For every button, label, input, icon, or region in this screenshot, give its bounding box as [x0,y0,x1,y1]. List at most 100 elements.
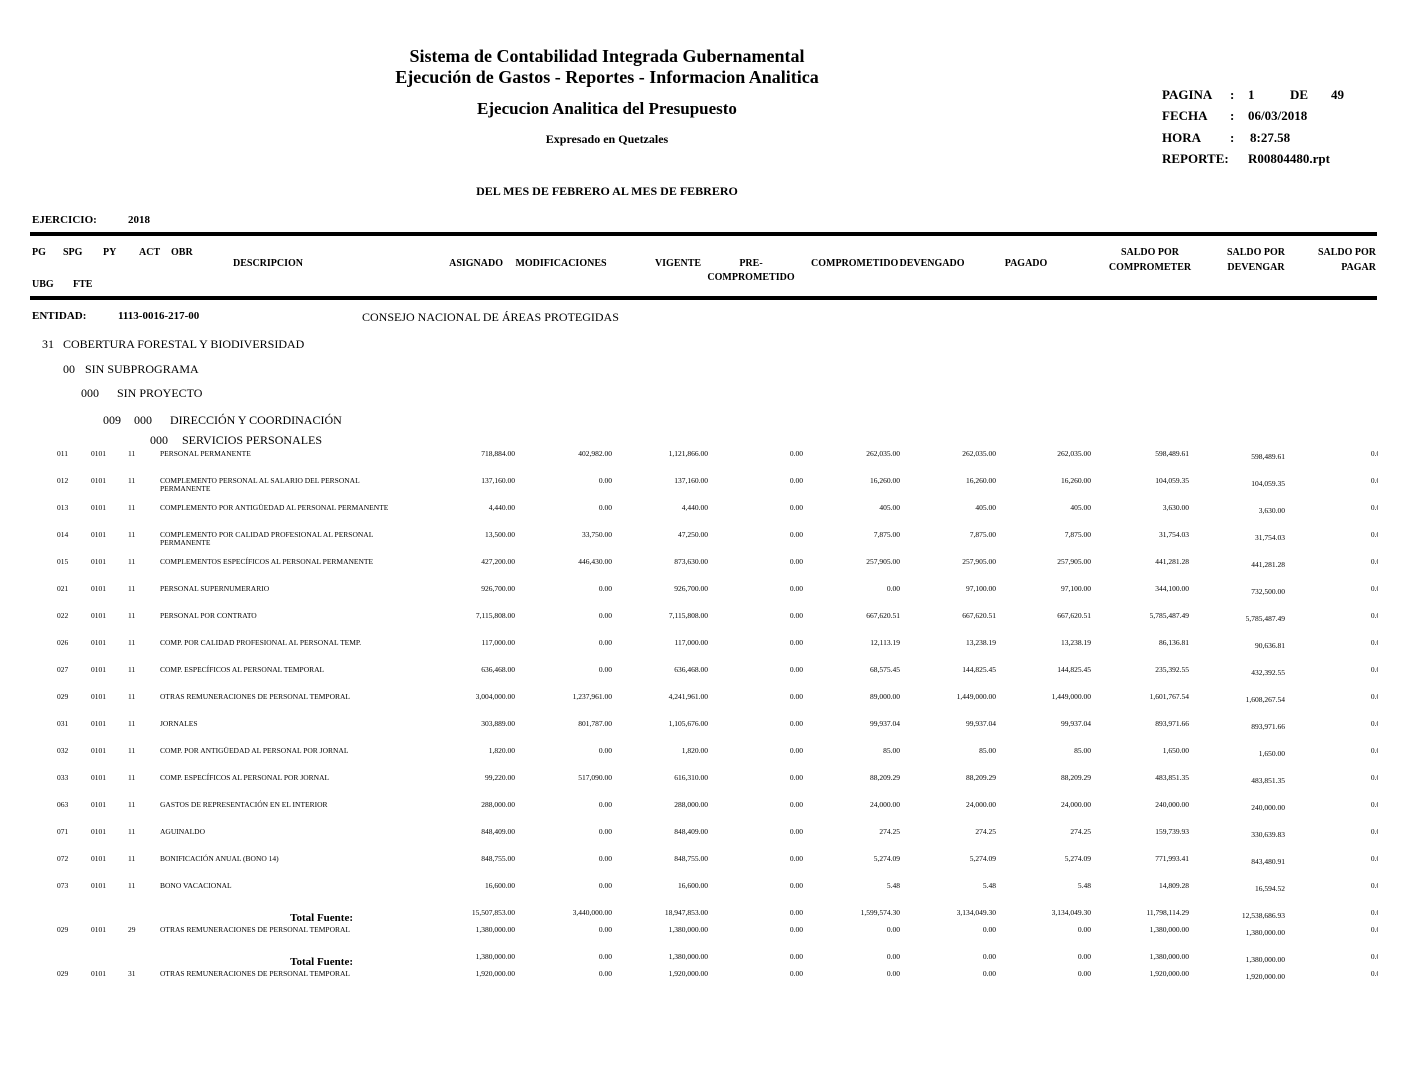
description: COMPLEMENTO PERSONAL AL SALARIO DEL PERS… [160,476,360,493]
amount: 0.00 [1370,925,1378,934]
column-header: ASIGNADO [449,258,503,269]
column-header: FTE [73,279,93,290]
amount: 636,468.00 [674,665,708,674]
amount: 262,035.00 [1057,449,1091,458]
amount: 5,785,487.49 [1245,614,1285,623]
total-amount: 15,507,853.00 [471,908,515,917]
description: COMP. POR CALIDAD PROFESIONAL AL PERSONA… [160,638,362,647]
description: GASTOS DE REPRESENTACIÓN EN EL INTERIOR [160,800,328,809]
field-label: ENTIDAD: [32,310,87,322]
amount: 5,274.09 [873,854,900,863]
total-amount: 3,134,049.30 [956,908,996,917]
amount: 0.00 [789,800,803,809]
description: BONIFICACIÓN ANUAL (BONO 14) [160,854,279,863]
entity-name: CONSEJO NACIONAL DE ÁREAS PROTEGIDAS [362,310,619,324]
source-code: 31 [128,969,136,978]
amount: 0.00 [982,925,996,934]
amount: 24,000.00 [1061,800,1091,809]
amount: 1,380,000.00 [668,925,708,934]
amount: 0.00 [1370,584,1378,593]
amount: 0.00 [789,584,803,593]
object-code: 022 [57,611,69,620]
source-code: 11 [128,557,136,566]
amount: 3,630.00 [1162,503,1189,512]
amount: 3,630.00 [1258,506,1285,515]
amount: 0.00 [789,854,803,863]
source-code: 11 [128,881,136,890]
amount: 0.00 [1370,557,1378,566]
amount: 288,000.00 [481,800,515,809]
amount: 0.00 [789,557,803,566]
amount: 7,875.00 [969,530,996,539]
amount: 14,809.28 [1159,881,1189,890]
amount: 104,059.35 [1155,476,1189,485]
object-code: 032 [57,746,69,755]
description: JORNALES [160,719,198,728]
object-code: 026 [57,638,69,647]
amount: 85.00 [883,746,900,755]
ubg-code: 0101 [91,854,106,863]
amount: 97,100.00 [966,584,996,593]
object-code: 021 [57,584,69,593]
amount: 257,905.00 [866,557,900,566]
amount: 89,000.00 [870,692,900,701]
amount: 3,004,000.00 [475,692,515,701]
amount: 1,920,000.00 [1245,972,1285,981]
report-date: 06/03/2018 [1248,108,1308,123]
amount: 0.00 [1370,827,1378,836]
ubg-code: 0101 [91,773,106,782]
total-amount: 18,947,853.00 [664,908,708,917]
amount: 0.00 [789,692,803,701]
project-name: SIN PROYECTO [117,386,203,400]
object-code: 015 [57,557,69,566]
amount: 24,000.00 [966,800,996,809]
total-amount: 1,380,000.00 [1149,952,1189,961]
amount: 1,380,000.00 [1245,928,1285,937]
source-code: 11 [128,611,136,620]
amount: 68,575.45 [870,665,900,674]
amount: 117,000.00 [481,638,515,647]
amount: 446,430.00 [578,557,612,566]
report-body: Sistema de Contabilidad Integrada Gubern… [32,47,1378,981]
column-header: DESCRIPCION [232,258,304,269]
meta-label: PAGINA [1162,87,1213,102]
amount: 1,920,000.00 [475,969,515,978]
amount: 893,971.66 [1251,722,1285,731]
amount: 0.00 [1370,476,1378,485]
source-code: 11 [128,638,136,647]
amount: 0.00 [598,476,612,485]
meta-label: HORA [1162,130,1201,145]
ubg-code: 0101 [91,584,106,593]
ubg-code: 0101 [91,800,106,809]
amount: 636,468.00 [481,665,515,674]
amount: 1,449,000.00 [1051,692,1091,701]
amount: 159,739.93 [1155,827,1189,836]
amount: 1,449,000.00 [956,692,996,701]
amount: 0.00 [789,665,803,674]
amount: 24,000.00 [870,800,900,809]
amount: 0.00 [789,773,803,782]
amount: 405.00 [1070,503,1091,512]
amount: 0.00 [789,449,803,458]
amount: 1,820.00 [681,746,708,755]
subprogram-name: SIN SUBPROGRAMA [85,362,199,376]
amount: 873,630.00 [674,557,708,566]
source-code: 11 [128,530,136,539]
column-header: SALDO POR [1120,247,1180,258]
amount: 848,755.00 [481,854,515,863]
amount: 0.00 [598,827,612,836]
amount: 5.48 [982,881,996,890]
amount: 85.00 [979,746,996,755]
column-header: PAGADO [1004,258,1048,269]
column-header: MODIFICACIONES [515,258,607,269]
ubg-code: 0101 [91,827,106,836]
amount: 848,409.00 [674,827,708,836]
description: AGUINALDO [160,827,205,836]
amount: 0.00 [1370,773,1378,782]
amount: 144,825.45 [962,665,996,674]
column-header: PRE- [739,258,763,269]
amount: 16,260.00 [870,476,900,485]
ubg-code: 0101 [91,746,106,755]
meta-separator: : [1230,130,1235,145]
